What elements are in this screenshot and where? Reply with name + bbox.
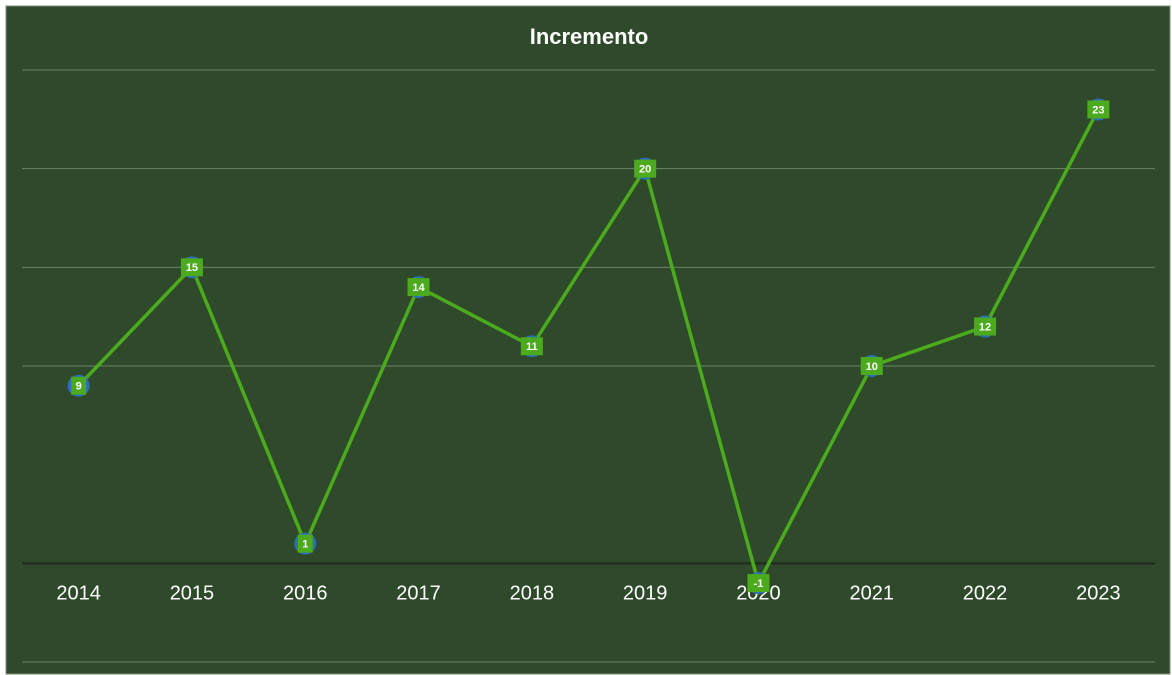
data-label: 14 <box>412 282 425 294</box>
data-label-box <box>860 357 883 375</box>
x-tick-label: 2016 <box>283 583 328 605</box>
chart-background <box>5 5 1171 675</box>
data-label: 10 <box>866 361 878 373</box>
data-label: 11 <box>526 341 538 353</box>
data-label-box <box>634 159 657 178</box>
data-label-box <box>1087 100 1110 119</box>
data-label: 9 <box>76 381 82 393</box>
x-tick-label: 2019 <box>623 583 668 605</box>
data-label-box <box>520 337 543 356</box>
data-label-box <box>747 574 770 593</box>
data-label-box <box>974 317 997 336</box>
x-tick-label: 2017 <box>396 583 441 605</box>
x-tick-label: 2023 <box>1076 583 1121 605</box>
data-label-box <box>297 534 313 553</box>
data-label-box <box>407 278 430 297</box>
data-label-box <box>180 258 203 277</box>
x-tick-label: 2021 <box>850 583 895 605</box>
x-tick-label: 2022 <box>963 583 1008 605</box>
series-line <box>77 108 1100 588</box>
data-label: 12 <box>979 321 991 333</box>
data-label: -1 <box>754 578 764 590</box>
data-label: 20 <box>639 164 651 176</box>
x-tick-label: 2014 <box>56 583 101 605</box>
x-tick-label: 2018 <box>510 583 555 605</box>
data-label: 15 <box>186 262 198 274</box>
data-label: 23 <box>1092 104 1104 116</box>
chart-title: Incremento <box>530 24 649 49</box>
data-label: 1 <box>302 539 308 551</box>
x-tick-label: 2015 <box>170 583 215 605</box>
data-label-box <box>71 376 87 395</box>
